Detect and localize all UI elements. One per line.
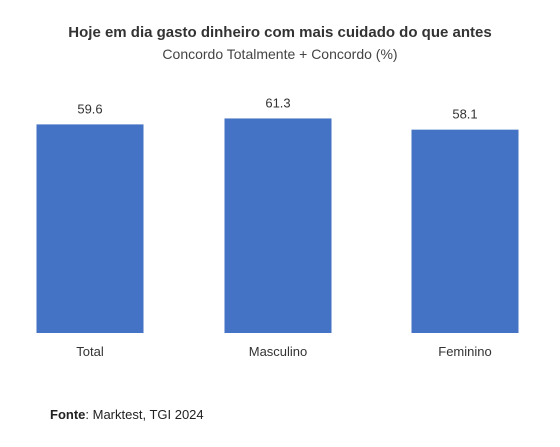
bar-feminino — [411, 129, 519, 333]
value-label-total: 59.6 — [77, 101, 102, 116]
category-label-masculino: Masculino — [249, 344, 308, 359]
bar-masculino — [224, 118, 332, 333]
source-label: Fonte — [50, 407, 86, 422]
value-label-masculino: 61.3 — [265, 95, 290, 110]
category-label-feminino: Feminino — [438, 344, 491, 359]
source-note: Fonte: Marktest, TGI 2024 — [50, 407, 204, 422]
bar-total — [36, 124, 144, 334]
value-label-feminino: 58.1 — [452, 107, 477, 122]
source-text: : Marktest, TGI 2024 — [85, 407, 204, 422]
chart-subtitle: Concordo Totalmente + Concordo (%) — [162, 46, 398, 62]
category-label-total: Total — [76, 344, 104, 359]
chart-title: Hoje em dia gasto dinheiro com mais cuid… — [68, 24, 492, 41]
